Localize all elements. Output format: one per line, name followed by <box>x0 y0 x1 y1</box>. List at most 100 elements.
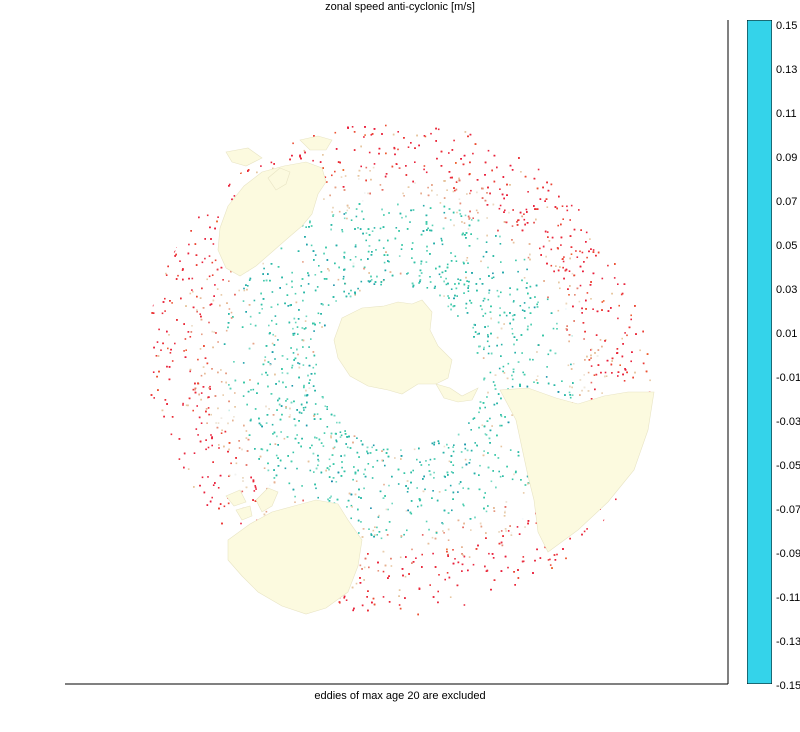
eddy-point <box>436 499 439 502</box>
eddy-point <box>384 564 387 567</box>
eddy-point <box>615 498 617 501</box>
eddy-point <box>515 259 517 262</box>
eddy-point <box>243 287 245 290</box>
eddy-point <box>420 192 422 195</box>
eddy-point <box>579 265 582 268</box>
eddy-point <box>611 372 613 374</box>
eddy-point <box>290 304 292 306</box>
eddy-point <box>302 364 305 366</box>
eddy-point <box>301 278 304 280</box>
eddy-point <box>369 192 371 195</box>
eddy-point <box>464 443 466 446</box>
eddy-point <box>313 418 316 420</box>
eddy-point <box>546 298 549 301</box>
eddy-point <box>443 295 445 297</box>
eddy-point <box>358 456 360 458</box>
eddy-point <box>317 454 319 457</box>
eddy-point <box>447 295 449 297</box>
eddy-point <box>312 322 314 325</box>
eddy-point <box>599 339 602 341</box>
eddy-point <box>192 306 195 309</box>
eddy-point <box>474 143 477 145</box>
eddy-point <box>411 257 413 259</box>
eddy-point <box>357 469 359 472</box>
eddy-point <box>271 351 274 353</box>
eddy-point <box>617 283 619 285</box>
eddy-point <box>341 229 343 231</box>
eddy-point <box>438 273 441 276</box>
eddy-point <box>494 388 497 390</box>
eddy-point <box>507 566 509 569</box>
eddy-point <box>192 388 195 391</box>
eddy-point <box>197 434 199 436</box>
eddy-point <box>296 434 298 436</box>
eddy-point <box>333 446 336 448</box>
eddy-point <box>427 227 429 230</box>
eddy-point <box>274 373 276 376</box>
eddy-point <box>286 358 289 360</box>
eddy-point <box>443 197 446 199</box>
eddy-point <box>476 191 478 194</box>
eddy-point <box>521 352 523 354</box>
eddy-point <box>188 243 190 246</box>
eddy-point <box>175 246 177 248</box>
eddy-point <box>165 274 168 276</box>
eddy-point <box>198 416 201 419</box>
eddy-point <box>488 552 490 555</box>
eddy-point <box>457 491 459 493</box>
eddy-point <box>540 254 542 256</box>
eddy-point <box>360 165 362 168</box>
eddy-point <box>475 209 478 212</box>
eddy-point <box>463 522 465 525</box>
eddy-point <box>534 296 536 298</box>
eddy-point <box>357 519 360 522</box>
eddy-point <box>512 368 515 371</box>
eddy-point <box>365 239 367 242</box>
eddy-point <box>445 283 448 286</box>
eddy-point <box>469 299 471 302</box>
eddy-point <box>397 468 400 471</box>
eddy-point <box>491 553 494 555</box>
eddy-point <box>550 183 553 186</box>
eddy-point <box>624 495 626 498</box>
eddy-point <box>499 204 502 207</box>
eddy-point <box>206 278 208 281</box>
eddy-point <box>382 596 385 598</box>
eddy-point <box>323 432 326 434</box>
eddy-point <box>513 343 515 346</box>
eddy-point <box>214 395 217 397</box>
eddy-point <box>503 221 506 223</box>
eddy-point <box>475 548 478 550</box>
eddy-point <box>343 217 346 220</box>
eddy-point <box>309 221 311 224</box>
eddy-point <box>528 243 531 245</box>
eddy-point <box>465 463 468 466</box>
eddy-point <box>468 556 471 558</box>
eddy-point <box>435 140 437 142</box>
eddy-point <box>623 283 626 285</box>
eddy-point <box>145 319 148 321</box>
eddy-point <box>630 360 632 363</box>
eddy-point <box>443 509 446 512</box>
eddy-point <box>307 274 310 277</box>
eddy-point <box>483 297 486 300</box>
eddy-point <box>291 385 294 387</box>
eddy-point <box>569 285 571 287</box>
eddy-point <box>578 300 581 303</box>
eddy-point <box>377 561 379 564</box>
eddy-point <box>467 135 469 138</box>
eddy-point <box>476 289 478 292</box>
eddy-point <box>400 458 402 460</box>
eddy-point <box>446 550 448 553</box>
eddy-point <box>359 228 362 230</box>
eddy-point <box>449 219 452 221</box>
eddy-point <box>487 466 490 469</box>
eddy-point <box>292 334 295 336</box>
eddy-point <box>230 270 232 273</box>
eddy-point <box>462 232 464 235</box>
eddy-point <box>526 211 528 213</box>
eddy-point <box>217 407 219 410</box>
eddy-point <box>448 460 451 463</box>
eddy-point <box>516 224 519 226</box>
eddy-point <box>227 322 230 324</box>
